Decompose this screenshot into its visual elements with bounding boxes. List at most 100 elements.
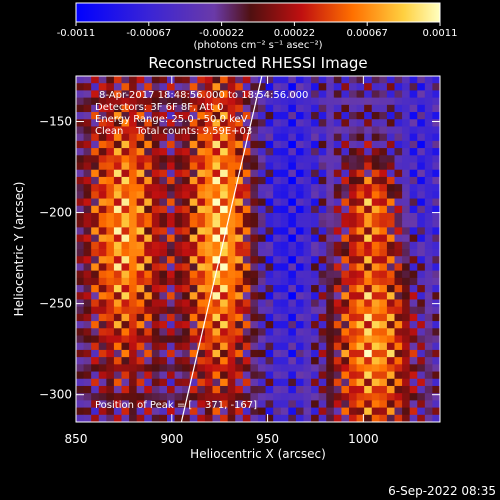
heatmap-cell	[98, 162, 107, 171]
heatmap-cell	[182, 270, 191, 279]
heatmap-cell	[159, 104, 168, 113]
heatmap-cell	[121, 263, 130, 272]
heatmap-cell	[379, 256, 388, 265]
heatmap-cell	[280, 198, 289, 207]
heatmap-cell	[364, 191, 373, 200]
heatmap-cell	[349, 407, 358, 416]
heatmap-cell	[106, 299, 115, 308]
heatmap-cell	[227, 155, 236, 164]
heatmap-cell	[76, 227, 85, 236]
heatmap-cell	[417, 126, 426, 135]
heatmap-cell	[318, 119, 327, 128]
heatmap-cell	[333, 328, 343, 337]
heatmap-cell	[424, 220, 434, 228]
heatmap-cell	[189, 256, 198, 265]
heatmap-cell	[136, 234, 145, 243]
heatmap-cell	[182, 176, 191, 185]
heatmap-cell	[129, 119, 138, 128]
heatmap-cell	[356, 184, 365, 192]
heatmap-cell	[417, 212, 426, 221]
heatmap-cell	[394, 191, 403, 200]
heatmap-cell	[386, 83, 396, 92]
heatmap-cell	[129, 162, 138, 171]
heatmap-cell	[386, 148, 396, 156]
heatmap-cell	[417, 176, 426, 185]
heatmap-cell	[394, 104, 403, 113]
heatmap-cell	[76, 263, 85, 272]
heatmap-cell	[159, 162, 168, 171]
heatmap-cell	[311, 198, 320, 207]
heatmap-cell	[174, 249, 183, 257]
heatmap-cell	[432, 313, 440, 322]
heatmap-cell	[333, 126, 343, 135]
heatmap-cell	[98, 198, 107, 207]
heatmap-cell	[394, 249, 403, 257]
heatmap-cell	[91, 97, 100, 106]
heatmap-cell	[197, 76, 206, 84]
heatmap-cell	[424, 212, 434, 221]
heatmap-cell	[159, 205, 168, 214]
heatmap-cell	[303, 191, 312, 200]
heatmap-cell	[295, 83, 305, 92]
heatmap-cell	[303, 393, 312, 401]
heatmap-cell	[227, 176, 236, 185]
heatmap-cell	[258, 212, 267, 221]
heatmap-cell	[364, 407, 373, 416]
heatmap-cell	[106, 191, 115, 200]
heatmap-cell	[83, 378, 92, 387]
heatmap-cell	[349, 198, 358, 207]
heatmap-cell	[197, 400, 206, 409]
heatmap-cell	[432, 414, 440, 422]
heatmap-cell	[288, 407, 297, 416]
heatmap-cell	[83, 205, 92, 214]
heatmap-cell	[235, 349, 244, 358]
heatmap-cell	[242, 249, 252, 257]
heatmap-cell	[318, 256, 327, 265]
heatmap-cell	[311, 342, 320, 351]
heatmap-cell	[197, 414, 206, 422]
heatmap-cell	[349, 162, 358, 171]
heatmap-cell	[151, 321, 161, 329]
heatmap-cell	[424, 140, 434, 149]
heatmap-cell	[182, 385, 191, 394]
heatmap-cell	[432, 176, 440, 185]
heatmap-cell	[379, 184, 388, 192]
heatmap-cell	[326, 342, 335, 351]
heatmap-cell	[371, 285, 380, 293]
heatmap-cell	[386, 270, 396, 279]
heatmap-cell	[417, 140, 426, 149]
heatmap-cell	[326, 400, 335, 409]
heatmap-cell	[417, 349, 426, 358]
heatmap-cell	[167, 126, 176, 135]
heatmap-cell	[220, 378, 229, 387]
heatmap-cell	[349, 306, 358, 315]
heatmap-cell	[341, 321, 350, 329]
heatmap-cell	[242, 90, 252, 99]
heatmap-cell	[371, 400, 380, 409]
heatmap-cell	[83, 328, 92, 337]
heatmap-cell	[204, 270, 214, 279]
heatmap-cell	[288, 198, 297, 207]
heatmap-cell	[311, 328, 320, 337]
heatmap-cell	[288, 191, 297, 200]
heatmap-cell	[258, 191, 267, 200]
heatmap-cell	[189, 385, 198, 394]
heatmap-cell	[151, 249, 161, 257]
heatmap-cell	[76, 133, 85, 142]
heatmap-cell	[250, 400, 259, 409]
heatmap-cell	[364, 126, 373, 135]
heatmap-cell	[288, 299, 297, 308]
heatmap-cell	[204, 364, 214, 373]
heatmap-cell	[204, 119, 214, 128]
heatmap-cell	[151, 220, 161, 228]
heatmap-cell	[174, 112, 183, 120]
heatmap-cell	[341, 97, 350, 106]
heatmap-cell	[151, 198, 161, 207]
heatmap-cell	[258, 321, 267, 329]
heatmap-cell	[402, 357, 411, 365]
heatmap-cell	[151, 335, 161, 344]
heatmap-cell	[417, 357, 426, 365]
heatmap-cell	[424, 277, 434, 286]
heatmap-cell	[273, 378, 282, 387]
heatmap-cell	[288, 90, 297, 99]
